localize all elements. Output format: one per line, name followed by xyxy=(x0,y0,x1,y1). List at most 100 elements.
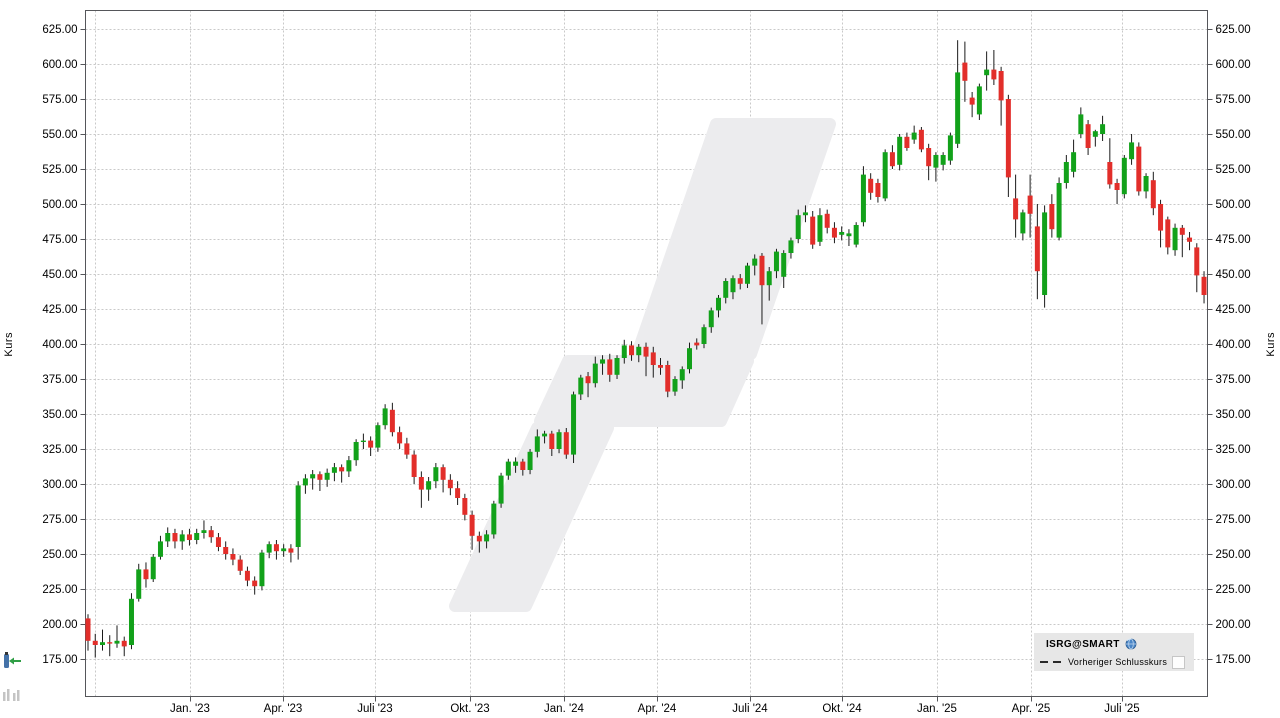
candle-up[interactable] xyxy=(165,533,171,542)
candle-up[interactable] xyxy=(1078,114,1084,134)
candle-down[interactable] xyxy=(476,535,482,542)
candle-up[interactable] xyxy=(817,215,823,242)
candle-up[interactable] xyxy=(882,152,888,199)
candle-down[interactable] xyxy=(252,580,258,587)
candle-down[interactable] xyxy=(208,530,214,538)
candle-down[interactable] xyxy=(694,342,700,346)
candle-down[interactable] xyxy=(1049,204,1055,230)
candle-up[interactable] xyxy=(701,327,707,344)
candle-up[interactable] xyxy=(860,174,866,223)
candle-down[interactable] xyxy=(658,365,664,368)
candle-down[interactable] xyxy=(469,514,475,536)
candle-up[interactable] xyxy=(353,442,359,461)
candle-up[interactable] xyxy=(150,556,156,580)
candle-down[interactable] xyxy=(1150,180,1156,209)
candle-up[interactable] xyxy=(542,433,548,437)
candle-down[interactable] xyxy=(121,640,127,647)
candle-up[interactable] xyxy=(723,281,729,298)
candle-down[interactable] xyxy=(107,642,113,644)
candle-up[interactable] xyxy=(1100,124,1106,134)
candle-up[interactable] xyxy=(955,72,961,144)
candle-up[interactable] xyxy=(556,432,562,449)
candle-down[interactable] xyxy=(1136,146,1142,192)
candle-down[interactable] xyxy=(1027,195,1033,214)
candle-down[interactable] xyxy=(455,488,461,498)
candle-up[interactable] xyxy=(802,212,808,216)
candle-down[interactable] xyxy=(143,569,149,580)
candle-up[interactable] xyxy=(679,369,685,381)
candle-up[interactable] xyxy=(527,451,533,470)
candle-down[interactable] xyxy=(223,547,229,554)
candle-down[interactable] xyxy=(404,443,410,455)
candle-down[interactable] xyxy=(998,71,1004,101)
candle-down[interactable] xyxy=(1013,198,1019,220)
candle-up[interactable] xyxy=(114,640,120,644)
candle-down[interactable] xyxy=(317,474,323,480)
candle-up[interactable] xyxy=(128,598,134,645)
candle-up[interactable] xyxy=(1129,142,1135,160)
candle-up[interactable] xyxy=(324,472,330,480)
price-marker-icon[interactable] xyxy=(4,652,21,668)
candle-up[interactable] xyxy=(687,348,693,370)
candle-up[interactable] xyxy=(331,467,337,473)
candle-down[interactable] xyxy=(389,409,395,433)
candle-up[interactable] xyxy=(375,425,381,448)
candle-up[interactable] xyxy=(984,69,990,76)
candle-down[interactable] xyxy=(418,477,424,490)
candle-down[interactable] xyxy=(1165,219,1171,248)
candle-up[interactable] xyxy=(1092,131,1098,137)
candle-down[interactable] xyxy=(1158,204,1164,231)
candle-up[interactable] xyxy=(571,394,577,455)
candle-down[interactable] xyxy=(824,213,830,228)
candle-up[interactable] xyxy=(947,135,953,161)
candle-up[interactable] xyxy=(1056,183,1062,238)
candle-up[interactable] xyxy=(1121,157,1127,195)
candle-up[interactable] xyxy=(136,569,142,599)
candle-down[interactable] xyxy=(1194,247,1200,276)
candle-up[interactable] xyxy=(433,467,439,482)
candle-up[interactable] xyxy=(940,155,946,165)
candle-up[interactable] xyxy=(933,155,939,168)
candle-up[interactable] xyxy=(99,642,105,645)
candle-down[interactable] xyxy=(440,467,446,480)
candle-up[interactable] xyxy=(600,359,606,364)
candle-up[interactable] xyxy=(1172,227,1178,251)
legend-checkbox[interactable] xyxy=(1172,655,1186,669)
candle-up[interactable] xyxy=(853,225,859,245)
candle-up[interactable] xyxy=(636,346,642,356)
candle-up[interactable] xyxy=(295,485,301,547)
candle-up[interactable] xyxy=(781,253,787,277)
candle-down[interactable] xyxy=(1201,276,1207,295)
candle-down[interactable] xyxy=(918,129,924,150)
candle-down[interactable] xyxy=(339,467,345,472)
candle-up[interactable] xyxy=(614,358,620,375)
candle-up[interactable] xyxy=(1063,162,1069,183)
candle-down[interactable] xyxy=(962,62,968,81)
candle-up[interactable] xyxy=(346,460,352,472)
candle-down[interactable] xyxy=(665,365,671,392)
candle-down[interactable] xyxy=(447,479,453,489)
candle-up[interactable] xyxy=(179,534,185,542)
candle-up[interactable] xyxy=(513,461,519,466)
candle-down[interactable] xyxy=(520,461,526,470)
candle-down[interactable] xyxy=(172,533,178,542)
candle-down[interactable] xyxy=(1005,99,1011,178)
candle-down[interactable] xyxy=(889,152,895,167)
candle-up[interactable] xyxy=(1042,212,1048,295)
candle-down[interactable] xyxy=(230,554,236,560)
candle-down[interactable] xyxy=(991,69,997,80)
candle-down[interactable] xyxy=(868,178,874,193)
candle-up[interactable] xyxy=(360,440,366,442)
candle-down[interactable] xyxy=(1179,227,1185,235)
candle-down[interactable] xyxy=(1034,226,1040,272)
candle-up[interactable] xyxy=(795,215,801,239)
candle-up[interactable] xyxy=(259,552,265,587)
candle-up[interactable] xyxy=(534,436,540,452)
candle-down[interactable] xyxy=(563,432,569,455)
candle-up[interactable] xyxy=(752,258,758,266)
candle-down[interactable] xyxy=(969,97,975,105)
candle-down[interactable] xyxy=(237,559,243,571)
candle-up[interactable] xyxy=(766,271,772,286)
candle-down[interactable] xyxy=(759,255,765,286)
candle-up[interactable] xyxy=(715,297,721,311)
